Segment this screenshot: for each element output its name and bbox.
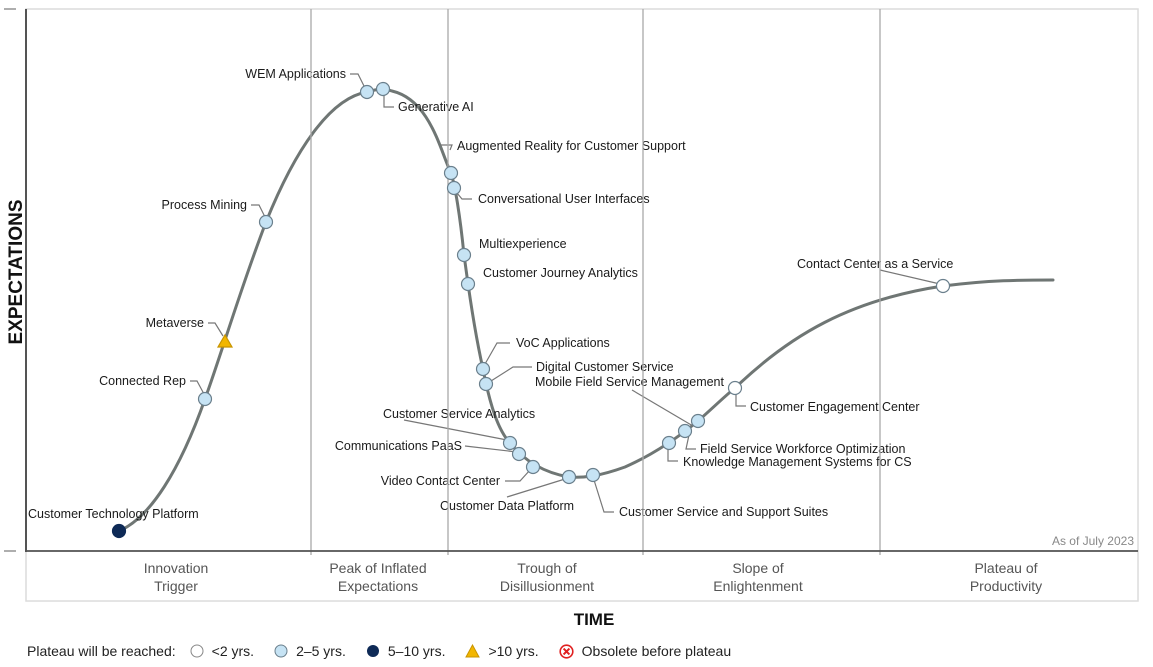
phase-trough-line2: Disillusionment [500, 578, 594, 594]
legend-label-lt2: <2 yrs. [211, 643, 255, 659]
point-customer-data-platform[interactable] [561, 469, 577, 485]
label-augmented-reality: Augmented Reality for Customer Support [457, 139, 686, 153]
phase-slope-line1: Slope of [732, 560, 783, 576]
point-metaverse[interactable] [216, 333, 234, 348]
label-contact-center-as-a-service: Contact Center as a Service [797, 257, 953, 271]
point-customer-journey-analytics[interactable] [460, 276, 476, 292]
point-customer-engagement-center[interactable] [727, 380, 743, 396]
point-knowledge-management-systems[interactable] [661, 435, 677, 451]
phase-band [25, 550, 1139, 602]
x-axis-title: TIME [574, 610, 615, 629]
label-knowledge-management-systems: Knowledge Management Systems for CS [683, 455, 912, 469]
point-customer-service-analytics[interactable] [502, 435, 518, 451]
label-voc-applications: VoC Applications [516, 336, 610, 350]
label-customer-service-analytics: Customer Service Analytics [383, 407, 535, 421]
legend-label-5to10: 5–10 yrs. [387, 643, 446, 659]
label-process-mining: Process Mining [162, 198, 247, 212]
y-axis-title: EXPECTATIONS [6, 200, 27, 345]
legend-item-obsolete: Obsolete before plateau [559, 643, 731, 659]
phase-innovation-trigger-line1: Innovation [144, 560, 209, 576]
legend-label-2to5: 2–5 yrs. [296, 643, 346, 659]
label-conversational-ui: Conversational User Interfaces [478, 192, 650, 206]
leader-lines [190, 73, 941, 513]
label-wem-applications: WEM Applications [245, 67, 346, 81]
label-generative-ai: Generative AI [398, 100, 474, 114]
red-x-circle-icon [559, 643, 574, 659]
label-customer-journey-analytics: Customer Journey Analytics [483, 266, 638, 280]
point-wem-applications[interactable] [359, 84, 375, 100]
legend-item-gt10: >10 yrs. [465, 643, 539, 659]
legend-item-2to5: 2–5 yrs. [274, 643, 346, 659]
label-metaverse: Metaverse [146, 316, 204, 330]
white-circle-icon [190, 644, 204, 658]
yellow-triangle-icon [465, 644, 481, 658]
label-customer-technology-platform: Customer Technology Platform [28, 507, 199, 521]
label-field-service-workforce-optimization: Field Service Workforce Optimization [700, 442, 905, 456]
point-voc-applications[interactable] [475, 361, 491, 377]
technology-labels: Customer Technology Platform Connected R… [28, 67, 953, 521]
phase-plateau-line1: Plateau of [974, 560, 1037, 576]
phase-gridlines [310, 9, 881, 555]
point-customer-technology-platform[interactable] [111, 523, 127, 539]
hype-curve [117, 87, 1055, 533]
point-augmented-reality[interactable] [443, 165, 459, 181]
point-digital-customer-service[interactable] [478, 376, 494, 392]
phase-plateau-line2: Productivity [970, 578, 1042, 594]
phase-peak-line2: Expectations [338, 578, 418, 594]
legend-label-obsolete: Obsolete before plateau [581, 643, 732, 659]
navy-circle-icon [366, 645, 379, 657]
point-mobile-field-service-management[interactable] [690, 413, 706, 429]
label-customer-service-support-suites: Customer Service and Support Suites [619, 505, 828, 519]
as-of-date: As of July 2023 [1052, 534, 1134, 548]
legend: Plateau will be reached: <2 yrs. 2–5 yrs… [27, 641, 751, 661]
light-blue-circle-icon [274, 644, 288, 658]
point-process-mining[interactable] [258, 214, 274, 230]
phase-slope-line2: Enlightenment [713, 578, 803, 594]
legend-item-5to10: 5–10 yrs. [366, 643, 446, 659]
point-video-contact-center[interactable] [525, 459, 541, 475]
label-multiexperience: Multiexperience [479, 237, 567, 251]
legend-title: Plateau will be reached: [27, 643, 176, 659]
label-digital-customer-service: Digital Customer Service [536, 360, 674, 374]
point-conversational-ui[interactable] [446, 180, 462, 196]
label-customer-data-platform: Customer Data Platform [440, 499, 574, 513]
technology-points [111, 81, 951, 539]
point-contact-center-as-a-service[interactable] [935, 278, 951, 294]
point-generative-ai[interactable] [375, 81, 391, 97]
label-connected-rep: Connected Rep [99, 374, 186, 388]
legend-label-gt10: >10 yrs. [488, 643, 539, 659]
phase-innovation-trigger-line2: Trigger [154, 578, 198, 594]
point-field-service-workforce-optimization[interactable] [677, 423, 693, 439]
plot-frame [25, 8, 1139, 552]
point-multiexperience[interactable] [456, 247, 472, 263]
label-customer-engagement-center: Customer Engagement Center [750, 400, 920, 414]
label-video-contact-center: Video Contact Center [381, 474, 500, 488]
legend-item-lt2: <2 yrs. [190, 643, 254, 659]
label-mobile-field-service-management: Mobile Field Service Management [535, 375, 725, 389]
point-connected-rep[interactable] [197, 391, 213, 407]
phase-trough-line1: Trough of [517, 560, 577, 576]
label-communications-paas: Communications PaaS [335, 439, 462, 453]
phase-labels: Innovation Trigger Peak of Inflated Expe… [144, 560, 1042, 594]
point-customer-service-support-suites[interactable] [585, 467, 601, 483]
phase-peak-line1: Peak of Inflated [329, 560, 426, 576]
point-communications-paas[interactable] [511, 446, 527, 462]
